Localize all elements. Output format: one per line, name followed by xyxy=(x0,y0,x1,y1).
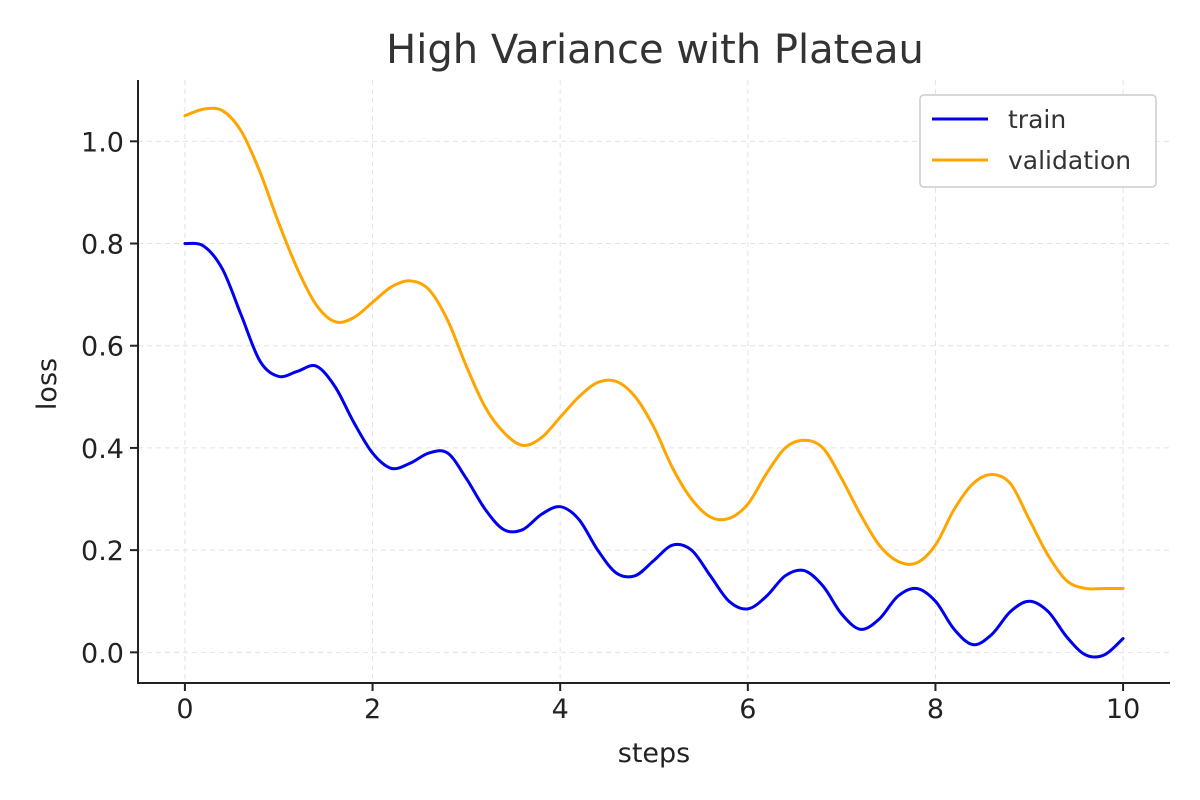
series-layer xyxy=(183,106,1125,659)
series-line-validation xyxy=(183,106,1125,591)
y-tick-label: 0.2 xyxy=(81,536,124,567)
legend: train validation xyxy=(919,94,1157,188)
y-tick-label: 1.0 xyxy=(81,127,124,158)
axes xyxy=(137,80,1170,684)
y-tick-label: 0.8 xyxy=(81,230,124,261)
y-tick-label: 0.6 xyxy=(81,332,124,363)
legend-label-validation: validation xyxy=(1008,146,1131,175)
y-tick-label: 0.4 xyxy=(81,434,124,465)
x-tick-label: 0 xyxy=(176,694,193,725)
x-tick-label: 8 xyxy=(927,694,944,725)
x-tick-label: 6 xyxy=(739,694,756,725)
chart-title: High Variance with Plateau xyxy=(386,27,924,73)
x-tick-label: 4 xyxy=(552,694,569,725)
ticks: 0 2 4 6 8 10 0.0 0.2 0.4 0.6 0.8 1.0 xyxy=(81,127,1140,725)
x-tick-label: 2 xyxy=(364,694,381,725)
legend-label-train: train xyxy=(1008,105,1066,134)
x-tick-label: 10 xyxy=(1106,694,1140,725)
y-axis-label: loss xyxy=(32,358,63,410)
x-axis-label: steps xyxy=(618,738,690,769)
y-tick-label: 0.0 xyxy=(81,638,124,669)
series-line-train xyxy=(183,241,1125,659)
